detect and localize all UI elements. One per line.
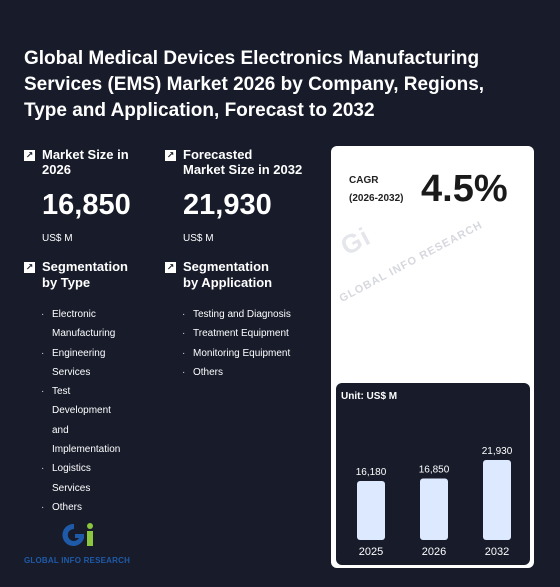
market-size-value: 16,850 bbox=[42, 189, 131, 221]
bar-value-label: 21,930 bbox=[482, 446, 513, 457]
bar-chart: Unit: US$ M 16,180 2025 16,850 2026 21,930 20… bbox=[336, 383, 530, 565]
segmentation-by-application: ↗ Segmentation by Application Testing an… bbox=[165, 259, 325, 382]
bar-2026 bbox=[420, 478, 448, 540]
list-item: Test bbox=[41, 382, 159, 402]
arrow-up-right-icon: ↗ bbox=[165, 262, 176, 273]
seg-type-list: Electronic Manufacturing Engineering Ser… bbox=[41, 305, 159, 518]
market-size-stat: ↗ Market Size in 2026 16,850 US$ M bbox=[24, 147, 154, 244]
bar-2032 bbox=[483, 460, 511, 540]
cagr-label-line2: (2026-2032) bbox=[349, 193, 404, 204]
seg-type-label-line1: Segmentation bbox=[42, 259, 128, 274]
forecast-label: Forecasted Market Size in 2032 bbox=[183, 147, 302, 177]
forecast-value: 21,930 bbox=[183, 189, 272, 221]
company-logo: GLOBAL INFO RESEARCH bbox=[24, 520, 144, 570]
seg-app-list: Testing and Diagnosis Treatment Equipmen… bbox=[182, 305, 325, 382]
list-item: Logistics bbox=[41, 459, 159, 479]
bar-value-label: 16,850 bbox=[419, 465, 450, 476]
list-item: Others bbox=[182, 363, 325, 383]
list-item: Services bbox=[52, 366, 91, 378]
list-item: Development bbox=[52, 405, 111, 417]
segmentation-by-type: ↗ Segmentation by Type Electronic Manufa… bbox=[24, 259, 159, 518]
cagr-label-line1: CAGR bbox=[349, 175, 379, 186]
seg-type-label-line2: by Type bbox=[42, 275, 91, 290]
market-size-unit: US$ M bbox=[42, 233, 73, 244]
seg-type-label: Segmentation by Type bbox=[42, 259, 128, 291]
bar-value-label: 16,180 bbox=[356, 467, 387, 478]
forecast-unit: US$ M bbox=[183, 233, 214, 244]
forecast-label-line2: Market Size in 2032 bbox=[183, 162, 303, 177]
list-item: Electronic bbox=[41, 305, 159, 325]
list-item: and bbox=[52, 424, 69, 436]
forecast-label-line1: Forecasted bbox=[183, 147, 253, 162]
x-tick-label: 2025 bbox=[359, 546, 383, 558]
list-item: Others bbox=[41, 498, 159, 518]
seg-app-label-line2: by Application bbox=[183, 275, 273, 290]
arrow-up-right-icon: ↗ bbox=[24, 150, 35, 161]
forecast-stat: ↗ Forecasted Market Size in 2032 21,930 … bbox=[165, 147, 325, 244]
list-item: Implementation bbox=[52, 444, 121, 456]
list-item: Monitoring Equipment bbox=[182, 344, 325, 364]
x-tick-label: 2026 bbox=[422, 546, 446, 558]
list-item: Manufacturing bbox=[52, 328, 116, 340]
chart-title: Unit: US$ M bbox=[341, 391, 398, 402]
list-item: Services bbox=[52, 482, 91, 494]
arrow-up-right-icon: ↗ bbox=[165, 150, 176, 161]
logo-text: GLOBAL INFO RESEARCH bbox=[24, 556, 131, 565]
list-item: Treatment Equipment bbox=[182, 324, 325, 344]
page-title: Global Medical Devices Electronics Manuf… bbox=[24, 48, 485, 121]
logo-mark-icon bbox=[62, 523, 93, 546]
cagr-label: CAGR (2026-2032) bbox=[349, 172, 403, 208]
arrow-up-right-icon: ↗ bbox=[24, 262, 35, 273]
seg-app-label: Segmentation by Application bbox=[183, 259, 272, 291]
watermark-mark: Gi bbox=[335, 220, 376, 262]
list-item: Testing and Diagnosis bbox=[182, 305, 325, 325]
list-item: Engineering bbox=[41, 344, 159, 364]
cagr-value: 4.5% bbox=[421, 168, 508, 210]
x-tick-label: 2032 bbox=[485, 546, 509, 558]
chart-svg: 16,180 2025 16,850 2026 21,930 2032 bbox=[356, 446, 513, 558]
market-size-label: Market Size in 2026 bbox=[42, 147, 129, 177]
bar-2025 bbox=[357, 480, 385, 540]
seg-app-label-line1: Segmentation bbox=[183, 259, 269, 274]
